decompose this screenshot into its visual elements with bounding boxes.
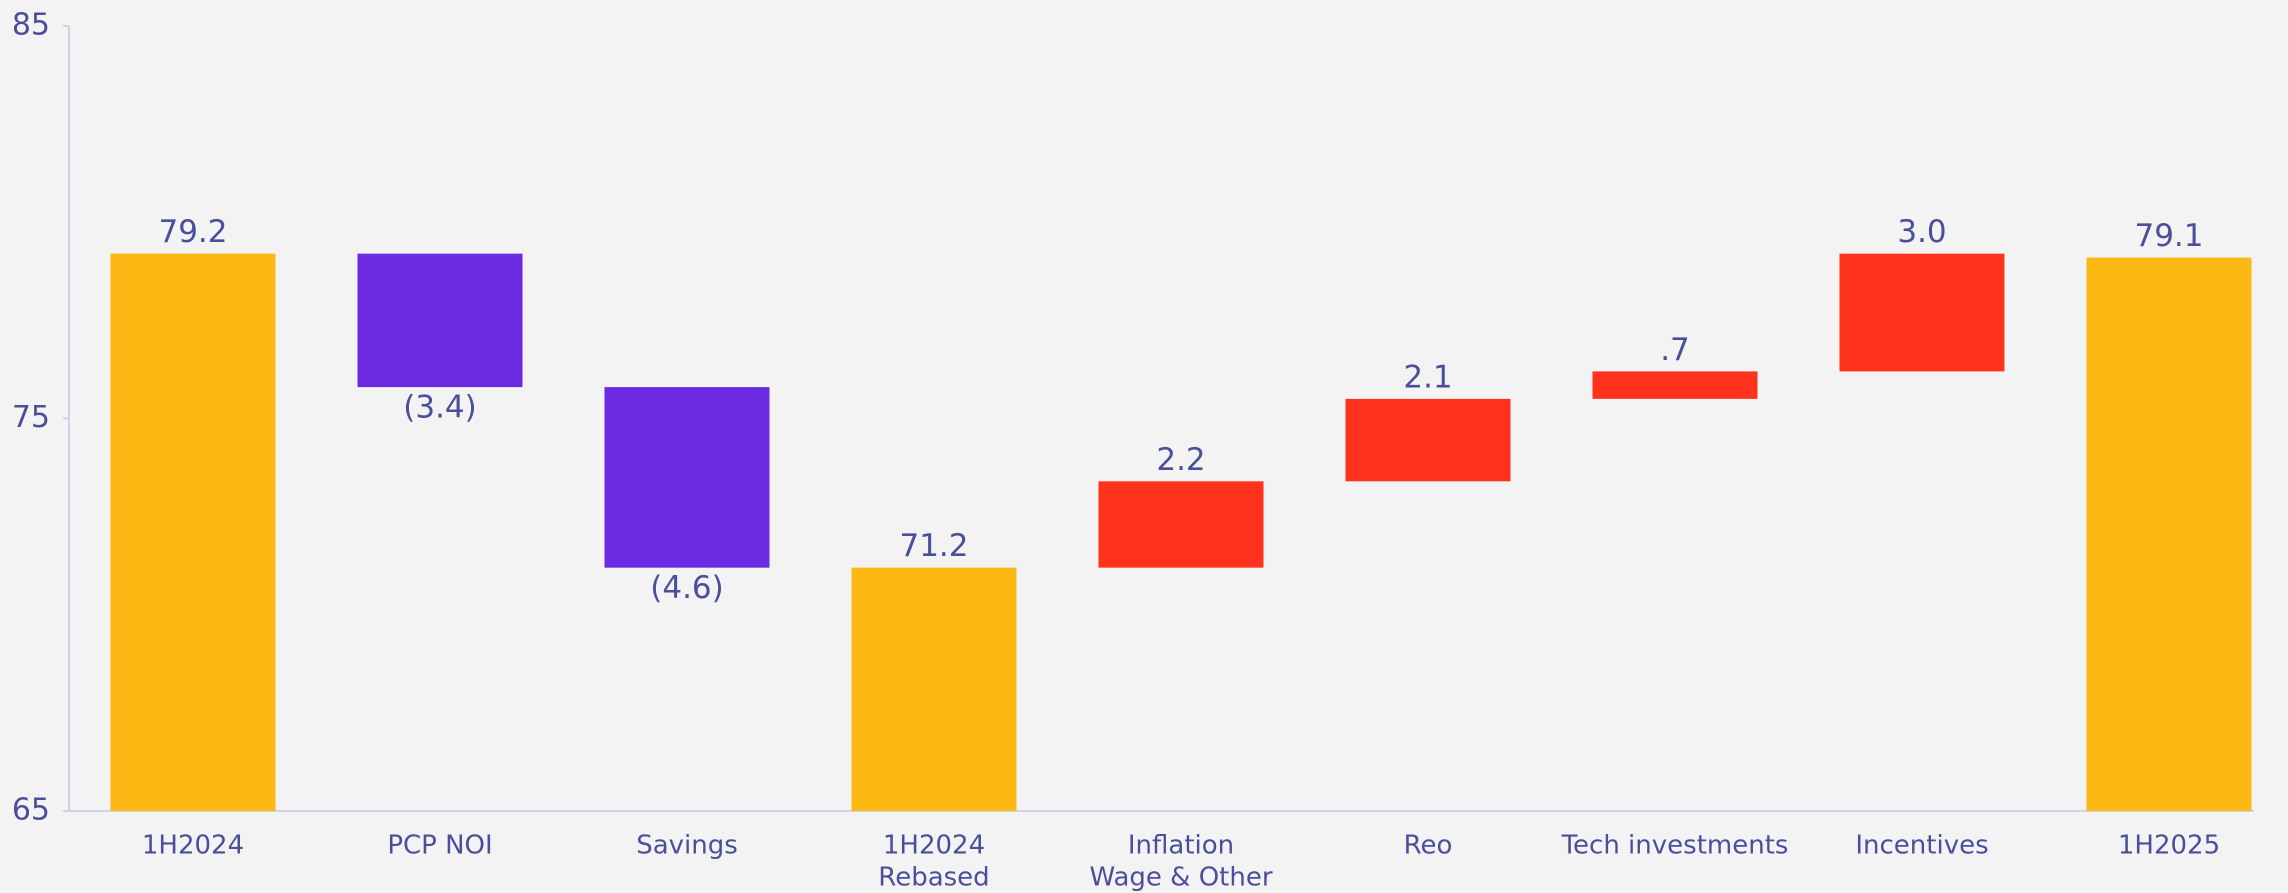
bar xyxy=(604,387,770,568)
bar xyxy=(1592,371,1758,399)
x-tick-label: PCP NOI xyxy=(387,831,492,861)
x-tick-label: 1H2024 xyxy=(883,831,985,861)
x-tick-label: Wage & Other xyxy=(1089,863,1272,893)
value-label: .7 xyxy=(1660,332,1690,368)
x-tick-label: 1H2024 xyxy=(142,831,244,861)
x-tick-label: Inflation xyxy=(1128,831,1234,861)
y-tick-label: 85 xyxy=(12,8,50,43)
value-label: 71.2 xyxy=(899,528,968,564)
x-tick-label: Reo xyxy=(1404,831,1453,861)
value-label: 2.1 xyxy=(1403,359,1452,395)
value-label: (4.6) xyxy=(650,570,724,606)
x-tick-label: Incentives xyxy=(1855,831,1988,861)
bar xyxy=(357,253,523,388)
x-tick-label: Tech investments xyxy=(1561,831,1789,861)
bar xyxy=(2086,257,2252,811)
bar xyxy=(851,567,1017,811)
y-tick-label: 75 xyxy=(12,400,50,435)
x-tick-label: Rebased xyxy=(878,863,989,893)
value-label: 2.2 xyxy=(1156,442,1205,478)
y-tick-label: 65 xyxy=(12,793,50,828)
bar xyxy=(110,253,276,811)
value-label: 3.0 xyxy=(1897,214,1946,250)
x-tick-label: 1H2025 xyxy=(2118,831,2220,861)
value-label: 79.2 xyxy=(158,214,227,250)
bar xyxy=(1098,481,1264,568)
bar xyxy=(1839,253,2005,372)
value-label: (3.4) xyxy=(403,390,477,426)
value-label: 79.1 xyxy=(2134,218,2203,254)
bar xyxy=(1345,398,1511,482)
x-tick-label: Savings xyxy=(636,831,738,861)
